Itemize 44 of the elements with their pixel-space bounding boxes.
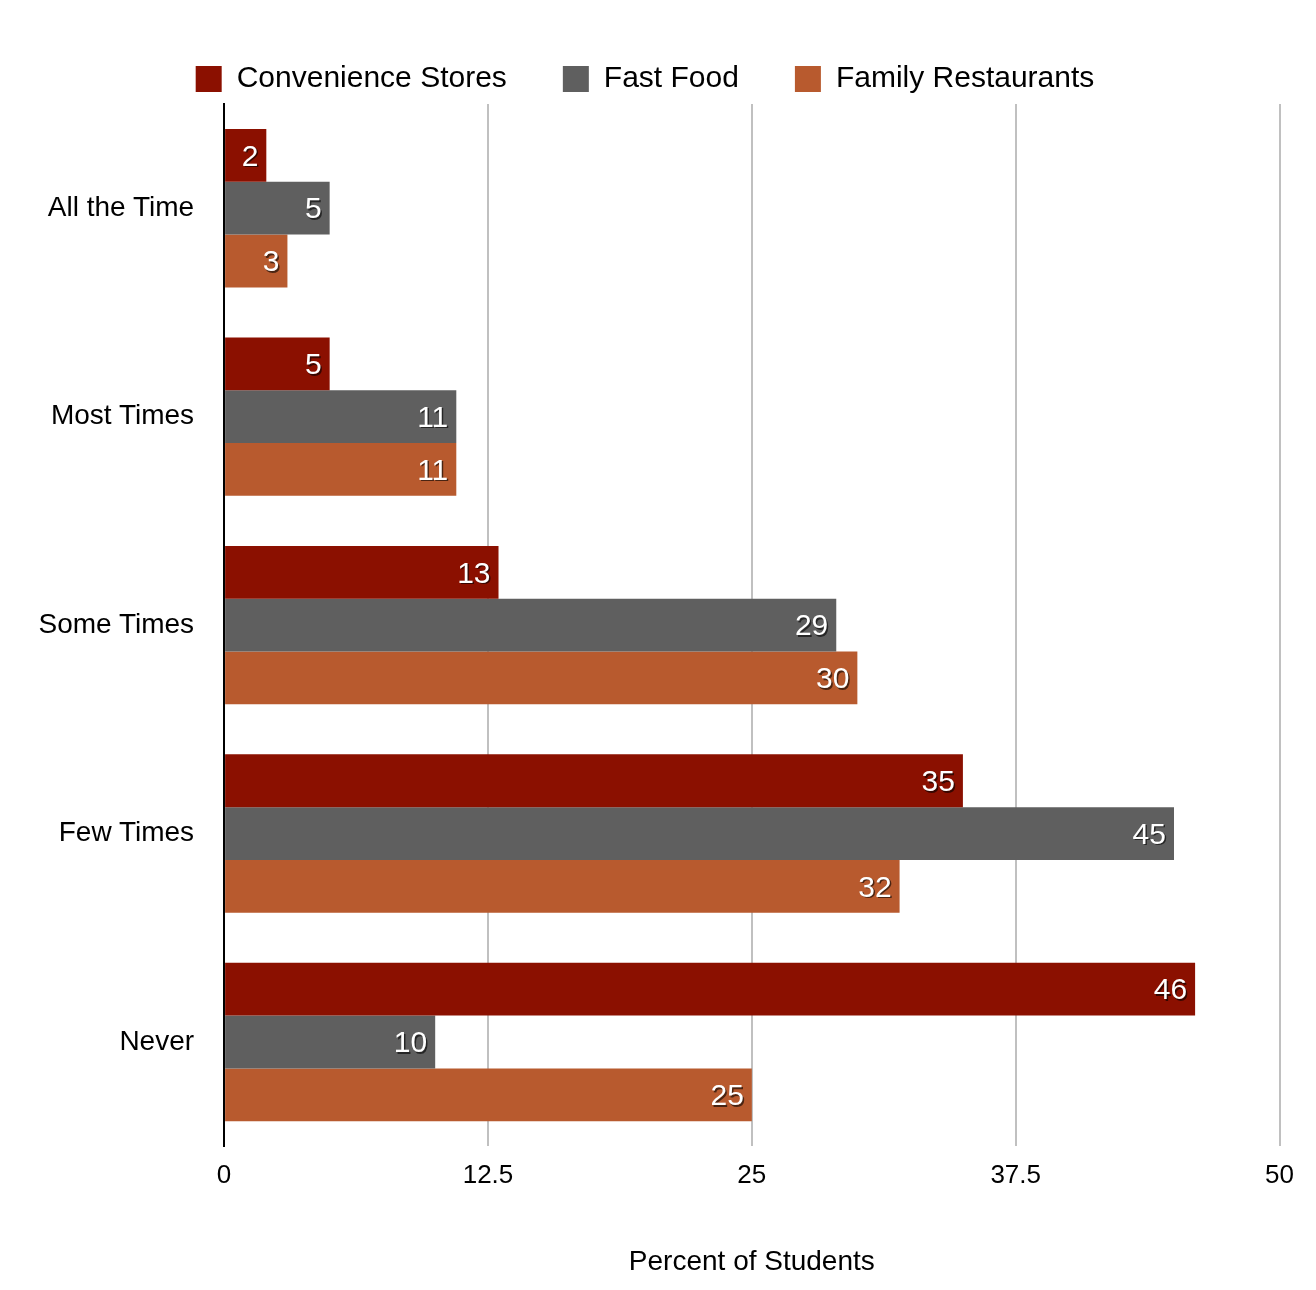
bar [225, 651, 858, 705]
legend-label: Fast Food [603, 60, 739, 94]
bar [225, 390, 457, 444]
data-label: 5 [304, 347, 322, 381]
x-tick-label: 0 [216, 1158, 232, 1189]
bar [225, 337, 330, 391]
bar [225, 598, 837, 652]
data-label: 3 [262, 244, 280, 278]
bar [225, 807, 1174, 860]
data-label: 11 [417, 452, 449, 486]
legend-label: Family Restaurants [835, 60, 1095, 94]
x-axis-title: Percent of Students [628, 1244, 875, 1276]
data-label: 30 [815, 661, 850, 695]
bar [225, 859, 900, 913]
data-label: 35 [921, 764, 955, 797]
bar [225, 443, 457, 496]
data-label: 45 [1132, 816, 1166, 850]
bar [225, 754, 963, 808]
y-tick-label: Some Times [38, 607, 195, 639]
data-label: 29 [794, 608, 829, 642]
data-label: 10 [393, 1025, 428, 1059]
x-tick-label: 12.5 [462, 1158, 514, 1189]
y-tick-label: Never [119, 1024, 195, 1056]
y-tick-label: Few Times [58, 816, 195, 848]
data-label: 11 [417, 399, 449, 433]
data-label: 13 [457, 555, 491, 589]
data-label: 5 [304, 191, 322, 225]
x-tick-label: 50 [1265, 1158, 1294, 1189]
y-tick-label: Most Times [50, 399, 195, 431]
data-label: 32 [858, 869, 892, 903]
x-tick-label: 25 [737, 1158, 767, 1189]
bar [225, 129, 267, 182]
data-label: 46 [1153, 972, 1188, 1006]
bar [225, 181, 330, 235]
bar [225, 1015, 436, 1069]
bar [225, 962, 1196, 1016]
bar [225, 1068, 752, 1122]
data-label: 2 [241, 138, 259, 172]
legend-label: Convenience Stores [236, 60, 507, 94]
bar [225, 545, 499, 599]
x-tick-label: 37.5 [990, 1158, 1041, 1189]
bar [225, 234, 288, 288]
y-tick-label: All the Time [47, 190, 195, 222]
data-label: 25 [710, 1078, 744, 1112]
